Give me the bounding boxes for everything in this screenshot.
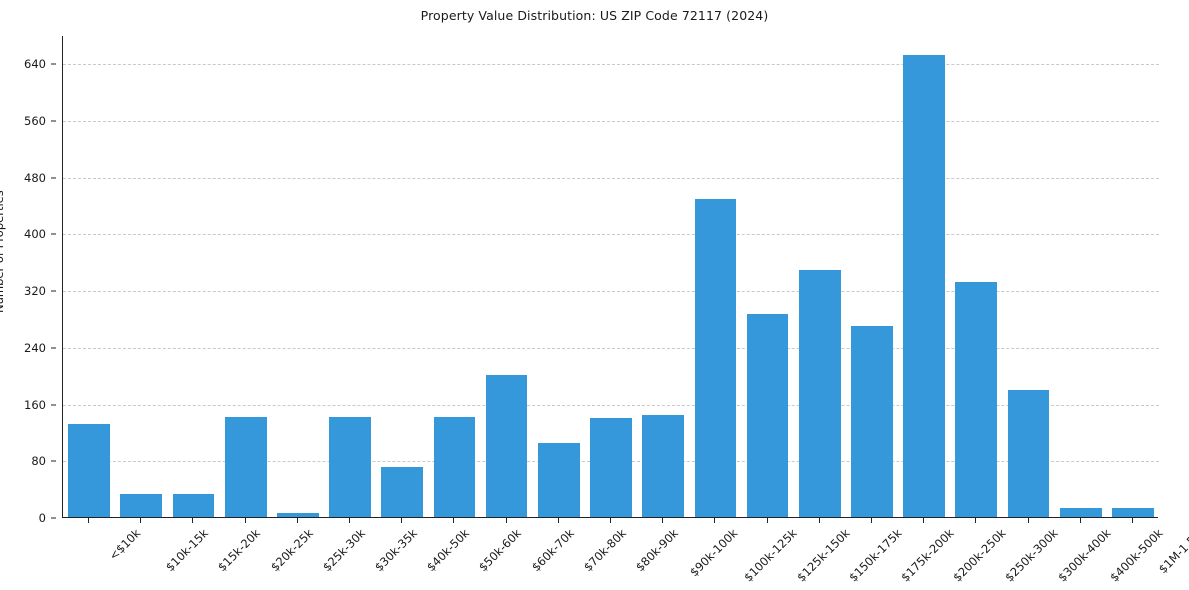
x-tick-label: $250k-300k: [1002, 526, 1061, 585]
x-tick-mark: [192, 518, 194, 523]
y-tick-label: 560: [24, 114, 46, 129]
y-tick-mark: [51, 290, 56, 292]
x-tick-mark: [714, 518, 716, 523]
x-tick-label: $10k-15k: [163, 526, 212, 575]
bar[interactable]: [433, 417, 476, 517]
x-tick-label: $150k-175k: [845, 526, 905, 585]
bar[interactable]: [694, 199, 737, 517]
bar[interactable]: [642, 414, 685, 517]
y-tick-label: 640: [24, 57, 46, 72]
bar[interactable]: [955, 281, 998, 517]
y-axis-title: Number of Properties: [0, 190, 6, 313]
x-tick-mark: [557, 518, 559, 523]
bar[interactable]: [851, 326, 893, 517]
x-tick-label: <$10k: [106, 526, 144, 563]
gridline: [63, 291, 1159, 293]
x-axis-labels: <$10k $10k-15k $15k-20k $20k-25k $25k-30k $30…: [62, 524, 1189, 590]
bar[interactable]: [68, 424, 110, 517]
x-tick-label: $200k-250k: [950, 526, 1009, 585]
y-tick-mark: [51, 460, 56, 462]
y-tick-mark: [51, 120, 56, 122]
x-tick-mark: [923, 518, 925, 523]
bar[interactable]: [381, 467, 424, 517]
x-tick-label: $300k-400k: [1054, 526, 1114, 585]
gridline: [63, 177, 1159, 179]
x-tick-label: $100k-125k: [741, 526, 800, 585]
x-tick-label: $25k-30k: [319, 526, 368, 575]
bar[interactable]: [798, 269, 841, 517]
x-tick-mark: [1079, 518, 1081, 523]
bar[interactable]: [329, 417, 371, 517]
x-tick-mark: [349, 518, 351, 523]
x-tick-mark: [140, 518, 142, 523]
y-tick-mark: [51, 233, 56, 235]
y-tick-label: 0: [38, 511, 46, 525]
y-tick-label: 160: [24, 397, 46, 412]
x-tick-mark: [818, 518, 820, 523]
y-tick-mark: [51, 517, 56, 519]
x-tick-mark: [610, 518, 611, 523]
y-tick-mark: [51, 63, 56, 65]
gridline: [63, 64, 1159, 66]
x-tick-label: $50k-60k: [476, 526, 525, 575]
x-tick-label: $400k-500k: [1106, 526, 1166, 585]
bar[interactable]: [903, 54, 946, 517]
x-tick-label: $80k-90k: [632, 526, 681, 575]
bar[interactable]: [1059, 507, 1102, 517]
y-tick-mark: [51, 347, 56, 349]
y-tick-label: 400: [24, 227, 46, 242]
x-tick-label: $60k-70k: [528, 526, 577, 575]
bar[interactable]: [120, 494, 163, 517]
gridline: [63, 121, 1159, 123]
x-tick-mark: [1027, 518, 1029, 523]
x-tick-label: $20k-25k: [267, 526, 316, 575]
x-tick-label: $40k-50k: [424, 526, 473, 575]
bar[interactable]: [172, 494, 215, 517]
y-tick-label: 80: [31, 454, 46, 469]
x-axis-ticks: [62, 518, 1158, 524]
bar[interactable]: [1007, 390, 1050, 517]
x-tick-mark: [505, 518, 507, 523]
y-tick-label: 240: [24, 340, 46, 355]
x-tick-label: $90k-100k: [687, 526, 741, 580]
y-tick-label: 480: [24, 170, 46, 185]
gridline: [63, 234, 1159, 236]
plot-area: [62, 36, 1159, 518]
y-tick-mark: [51, 177, 56, 179]
bar[interactable]: [224, 417, 267, 517]
x-tick-mark: [88, 518, 90, 523]
bar[interactable]: [485, 375, 528, 517]
bar-series: [63, 36, 1158, 517]
x-tick-label: $125k-150k: [793, 526, 853, 585]
x-tick-label: $30k-35k: [371, 526, 421, 575]
chart-title: Property Value Distribution: US ZIP Code…: [420, 8, 769, 23]
x-tick-mark: [453, 518, 455, 523]
bar[interactable]: [276, 513, 319, 517]
gridline: [63, 404, 1159, 406]
x-tick-mark: [662, 518, 664, 523]
x-tick-mark: [296, 518, 298, 523]
x-tick-label: $15k-20k: [215, 526, 264, 575]
x-tick-label: $70k-80k: [580, 526, 629, 575]
y-axis: Number of Properties 0 80 160 240 320 400 480 5…: [0, 36, 56, 525]
bar[interactable]: [537, 443, 580, 517]
x-tick-mark: [244, 518, 246, 523]
bar[interactable]: [1112, 507, 1154, 517]
x-tick-mark: [401, 518, 403, 523]
x-tick-mark: [1131, 518, 1133, 523]
y-tick-mark: [51, 404, 56, 406]
x-tick-mark: [766, 518, 768, 523]
bar[interactable]: [746, 313, 789, 517]
x-tick-label: $175k-200k: [898, 526, 957, 585]
y-tick-label: 320: [24, 284, 46, 299]
x-tick-mark: [870, 518, 872, 523]
x-tick-mark: [975, 518, 977, 523]
bar[interactable]: [590, 418, 632, 517]
gridline: [63, 347, 1159, 349]
